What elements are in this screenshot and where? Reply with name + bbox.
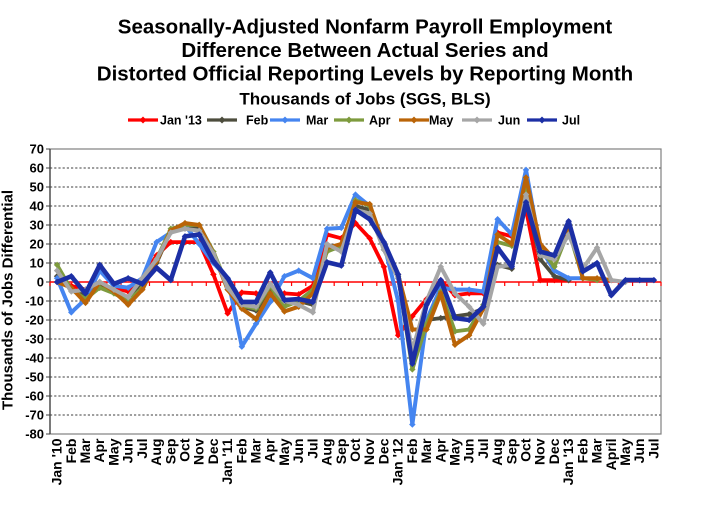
svg-text:May: May [617,438,633,465]
svg-text:Feb: Feb [404,439,420,464]
svg-text:-10: -10 [25,294,44,309]
svg-text:Jul: Jul [304,439,320,459]
svg-text:Jan '11: Jan '11 [219,438,235,484]
svg-text:Thousands of Jobs Differential: Thousands of Jobs Differential [0,190,17,410]
svg-text:Jul: Jul [645,439,661,459]
svg-text:Mar: Mar [418,438,434,463]
svg-text:Jan '13: Jan '13 [560,438,576,485]
svg-text:Oct: Oct [518,438,534,462]
svg-text:Jul: Jul [134,439,150,459]
svg-text:-60: -60 [25,389,44,404]
svg-text:Distorted Official Reporting L: Distorted Official Reporting Levels by R… [97,63,633,86]
svg-text:Jun: Jun [461,439,477,464]
svg-text:Dec: Dec [375,438,391,464]
svg-text:-20: -20 [25,313,44,328]
svg-text:Aug: Aug [489,438,505,465]
svg-text:0: 0 [37,275,44,290]
svg-text:Oct: Oct [347,438,363,462]
svg-text:Jan '12: Jan '12 [390,438,406,485]
svg-text:50: 50 [30,180,44,195]
svg-text:Mar: Mar [589,438,605,463]
svg-text:-70: -70 [25,408,44,423]
svg-text:Jan '10: Jan '10 [49,438,65,485]
svg-text:10: 10 [30,256,44,271]
svg-text:Feb: Feb [246,114,269,128]
svg-text:Dec: Dec [546,438,562,464]
svg-text:30: 30 [30,218,44,233]
svg-text:Aug: Aug [319,439,335,466]
svg-text:Seasonally-Adjusted Nonfarm Pa: Seasonally-Adjusted Nonfarm Payroll Empl… [118,16,613,39]
svg-text:-80: -80 [25,427,44,442]
svg-text:May: May [446,438,462,465]
svg-text:Feb: Feb [233,439,249,464]
svg-text:Jun: Jun [120,439,136,464]
svg-text:Sep: Sep [503,439,519,465]
svg-text:Feb: Feb [63,439,79,464]
svg-text:Aug: Aug [148,439,164,466]
svg-text:-40: -40 [25,351,44,366]
svg-text:40: 40 [30,199,44,214]
svg-text:Apr: Apr [262,438,278,463]
svg-text:Jun: Jun [290,439,306,464]
svg-text:Sep: Sep [162,439,178,465]
svg-text:Mar: Mar [77,438,93,463]
svg-text:Jun: Jun [498,114,520,128]
svg-text:Difference Between Actual Seri: Difference Between Actual Series and [181,39,548,62]
svg-text:Dec: Dec [205,438,221,464]
svg-text:70: 70 [30,142,44,157]
svg-text:Nov: Nov [532,438,548,465]
svg-text:Jun: Jun [631,439,647,464]
svg-text:Jul: Jul [475,439,491,459]
svg-text:Thousands of Jobs (SGS, BLS): Thousands of Jobs (SGS, BLS) [239,90,490,109]
svg-text:Mar: Mar [306,114,328,128]
svg-text:Sep: Sep [333,439,349,465]
svg-text:60: 60 [30,161,44,176]
svg-text:Mar: Mar [248,438,264,463]
svg-text:20: 20 [30,237,44,252]
svg-text:Feb: Feb [574,439,590,464]
svg-text:Nov: Nov [191,438,207,465]
svg-text:Jul: Jul [562,114,580,128]
svg-text:-30: -30 [25,332,44,347]
svg-text:Apr: Apr [369,114,391,128]
svg-text:May: May [276,438,292,465]
svg-text:Apr: Apr [432,438,448,463]
svg-text:May: May [105,438,121,465]
svg-text:-50: -50 [25,370,44,385]
svg-text:Jan '13: Jan '13 [160,114,202,128]
svg-text:Oct: Oct [176,438,192,462]
svg-text:April: April [603,439,619,471]
svg-text:Nov: Nov [361,438,377,465]
svg-text:May: May [429,114,453,128]
svg-text:Apr: Apr [91,438,107,463]
